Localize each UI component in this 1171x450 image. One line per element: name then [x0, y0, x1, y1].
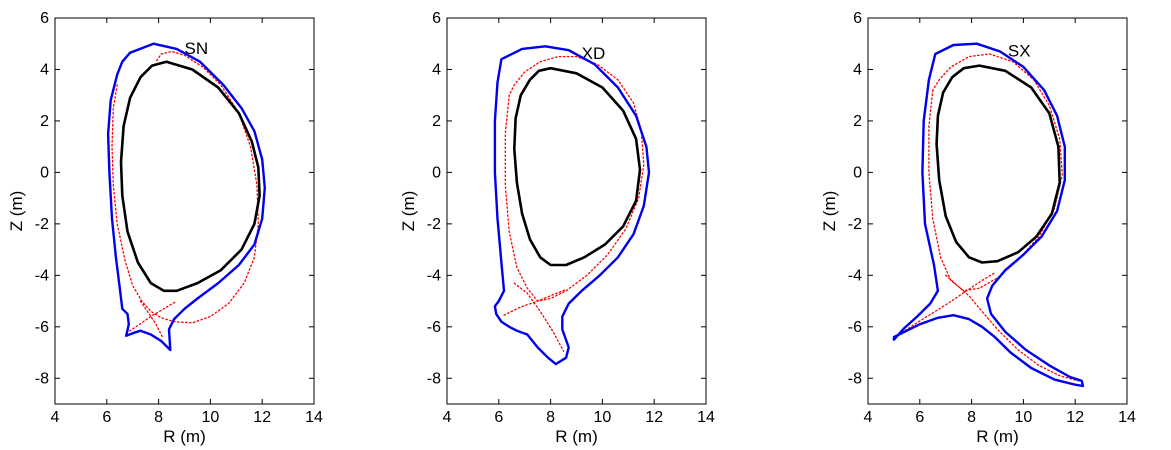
series-lcfs: [513, 66, 642, 267]
x-tick-label: 4: [443, 409, 452, 426]
x-tick-label: 10: [1015, 409, 1033, 426]
x-tick-label: 14: [697, 409, 715, 426]
y-tick-label: 6: [432, 10, 441, 27]
y-axis-label: Z (m): [399, 191, 418, 232]
series-lcfs: [119, 60, 261, 293]
x-tick-label: 12: [645, 409, 663, 426]
y-tick-label: 4: [853, 61, 862, 78]
x-tick-label: 8: [967, 409, 976, 426]
series-wall: [892, 42, 1085, 388]
x-tick-label: 14: [1118, 409, 1136, 426]
panel-sn: 4 6 8 10 12 14 -8 -6 -4 -2 0 2 4 6 R (m) Z (m) SN: [7, 10, 323, 446]
x-axis-label: R (m): [555, 427, 597, 446]
panel-xd: 4 6 8 10 12 14 -8 -6 -4 -2 0 2 4 6 R (m) Z (m) XD: [399, 10, 715, 446]
y-tick-label: 6: [40, 10, 49, 27]
series-separatrix-legs: [503, 288, 567, 316]
x-tick-label: 6: [915, 409, 924, 426]
y-tick-label: -8: [35, 370, 49, 387]
y-tick-label: 2: [853, 113, 862, 130]
x-tick-label: 4: [864, 409, 873, 426]
y-tick-label: -8: [427, 370, 441, 387]
x-tick-label: 10: [594, 409, 612, 426]
x-axis-label: R (m): [976, 427, 1018, 446]
x-tick-label: 6: [102, 409, 111, 426]
series-lcfs: [935, 64, 1061, 264]
y-tick-label: -2: [35, 216, 49, 233]
x-tick-label: 14: [305, 409, 323, 426]
y-tick-label: 4: [40, 61, 49, 78]
x-tick-label: 12: [1066, 409, 1084, 426]
x-tick-label: 12: [253, 409, 271, 426]
y-axis-label: Z (m): [7, 191, 26, 232]
x-axis-label: R (m): [163, 427, 205, 446]
series-separatrix-legs: [894, 272, 996, 338]
y-tick-label: -4: [427, 267, 441, 284]
x-tick-label: 8: [154, 409, 163, 426]
x-tick-label: 6: [494, 409, 503, 426]
y-tick-label: -4: [848, 267, 862, 284]
y-tick-label: 0: [853, 164, 862, 181]
panel-title: SN: [185, 39, 209, 58]
series-separatrix-legs-2: [945, 274, 1079, 382]
panel-title: SX: [1008, 42, 1031, 61]
panel-title: XD: [582, 44, 606, 63]
series-separatrix-legs-2: [139, 300, 164, 338]
series-separatrix: [504, 55, 645, 302]
series-separatrix-legs: [125, 300, 178, 334]
y-tick-label: 6: [853, 10, 862, 27]
series-wall: [106, 42, 266, 352]
y-tick-label: -8: [848, 370, 862, 387]
y-tick-label: 2: [40, 113, 49, 130]
panel-sx: 4 6 8 10 12 14 -8 -6 -4 -2 0 2 4 6 R (m) Z (m) SX: [820, 10, 1136, 446]
axes-box: [867, 17, 1128, 405]
y-tick-label: -6: [427, 319, 441, 336]
y-tick-label: 4: [432, 61, 441, 78]
y-tick-label: -4: [35, 267, 49, 284]
y-tick-label: -2: [848, 216, 862, 233]
x-tick-label: 8: [546, 409, 555, 426]
y-tick-label: -6: [35, 319, 49, 336]
x-tick-label: 10: [202, 409, 220, 426]
y-tick-label: 0: [40, 164, 49, 181]
y-tick-label: 2: [432, 113, 441, 130]
series-wall: [493, 45, 651, 366]
y-axis-label: Z (m): [820, 191, 839, 232]
y-tick-label: -6: [848, 319, 862, 336]
axes-box: [54, 17, 315, 405]
y-tick-label: 0: [432, 164, 441, 181]
y-tick-label: -2: [427, 216, 441, 233]
axes-box: [446, 17, 707, 405]
x-tick-label: 4: [51, 409, 60, 426]
series-separatrix: [111, 50, 259, 324]
